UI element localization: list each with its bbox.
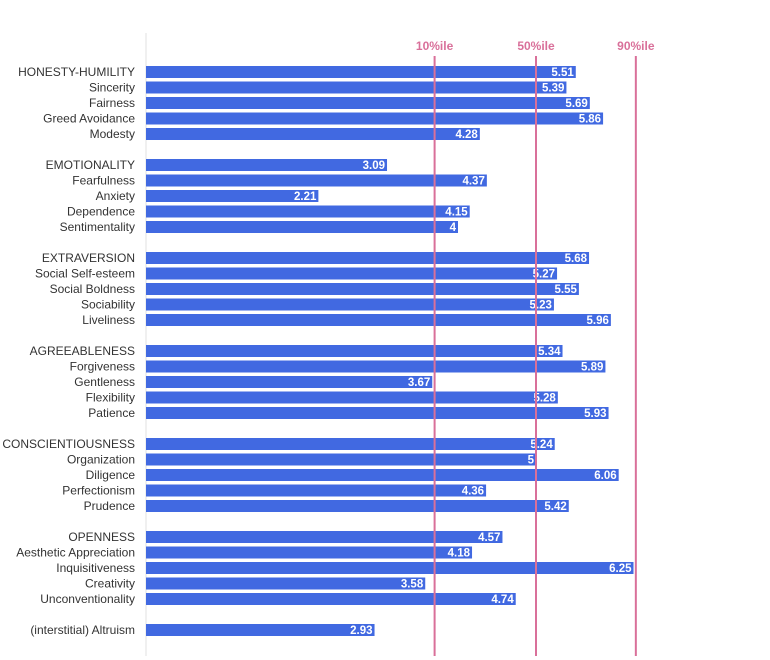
value-label: 6.06 xyxy=(594,470,616,482)
bar xyxy=(146,562,634,574)
category-label: Prudence xyxy=(84,499,136,513)
category-label: CONSCIENTIOUSNESS xyxy=(2,437,135,451)
value-label: 5.28 xyxy=(533,393,556,405)
category-label: Unconventionality xyxy=(40,592,135,606)
category-label: Fearfulness xyxy=(72,174,135,188)
value-label: 4.28 xyxy=(455,129,478,141)
bar xyxy=(146,267,558,280)
category-label: Aesthetic Appreciation xyxy=(16,546,135,560)
category-label: Social Boldness xyxy=(50,282,135,296)
value-label: 5.27 xyxy=(533,269,555,281)
value-label: 5.96 xyxy=(586,315,608,327)
percentile-label: 10%ile xyxy=(416,39,454,53)
value-label: 5.86 xyxy=(579,114,601,126)
category-label: Forgiveness xyxy=(70,360,135,374)
bar xyxy=(146,190,319,202)
category-label: Greed Avoidance xyxy=(43,112,135,126)
category-label: Inquisitiveness xyxy=(56,561,135,575)
bar xyxy=(146,593,516,605)
bar xyxy=(146,159,388,171)
category-label: Creativity xyxy=(85,577,135,591)
value-label: 5.34 xyxy=(538,346,561,358)
category-label: Sincerity xyxy=(89,81,135,95)
bar xyxy=(146,500,569,512)
category-label: EXTRAVERSION xyxy=(42,251,135,265)
bar xyxy=(146,484,487,497)
bar xyxy=(146,469,619,481)
category-label: Liveliness xyxy=(82,313,135,327)
value-label: 3.67 xyxy=(408,377,430,389)
bar xyxy=(146,546,473,559)
bar xyxy=(146,438,555,450)
category-label: OPENNESS xyxy=(68,530,135,544)
bar xyxy=(146,174,487,187)
category-label: Patience xyxy=(88,406,135,420)
value-label: 2.21 xyxy=(294,191,317,203)
bar xyxy=(146,407,609,419)
bar xyxy=(146,577,426,590)
bar xyxy=(146,81,567,94)
bar xyxy=(146,345,563,357)
value-label: 2.93 xyxy=(350,625,372,637)
category-label: (interstitial) Altruism xyxy=(30,623,135,637)
percentile-label: 50%ile xyxy=(517,39,555,53)
value-label: 5.93 xyxy=(584,408,606,420)
value-label: 4.36 xyxy=(462,486,484,498)
bar xyxy=(146,360,606,373)
category-label: EMOTIONALITY xyxy=(46,158,135,172)
category-label: Anxiety xyxy=(96,189,135,203)
value-label: 4.74 xyxy=(491,594,514,606)
category-label: Perfectionism xyxy=(62,484,135,498)
value-label: 5.69 xyxy=(565,98,587,110)
value-label: 4.15 xyxy=(445,207,468,219)
bar xyxy=(146,298,554,311)
value-label: 4.57 xyxy=(478,532,500,544)
bar xyxy=(146,252,590,264)
value-label: 5.89 xyxy=(581,362,603,374)
bar xyxy=(146,205,470,218)
category-label: Flexibility xyxy=(86,391,135,405)
value-label: 4.18 xyxy=(448,548,471,560)
value-label: 6.25 xyxy=(609,563,632,575)
bar xyxy=(146,624,375,636)
bar xyxy=(146,531,503,543)
category-label: Gentleness xyxy=(74,375,135,389)
value-label: 5.23 xyxy=(530,300,552,312)
value-label: 5.42 xyxy=(544,501,566,513)
bar xyxy=(146,314,611,326)
value-label: 5.68 xyxy=(565,253,588,265)
value-label: 5.24 xyxy=(530,439,553,451)
bar xyxy=(146,376,433,388)
value-label: 3.58 xyxy=(401,579,424,591)
value-label: 5 xyxy=(528,455,535,467)
category-label: Social Self-esteem xyxy=(35,267,135,281)
value-label: 5.51 xyxy=(551,67,574,79)
bar xyxy=(146,283,579,295)
value-label: 5.39 xyxy=(542,83,564,95)
bar xyxy=(146,221,458,233)
category-label: Modesty xyxy=(90,127,135,141)
bar xyxy=(146,112,604,125)
value-label: 3.09 xyxy=(363,160,385,172)
bar xyxy=(146,66,576,78)
category-label: Fairness xyxy=(89,96,135,110)
bar xyxy=(146,128,480,140)
category-label: Sociability xyxy=(81,298,135,312)
bar xyxy=(146,453,536,466)
category-label: Diligence xyxy=(86,468,136,482)
category-label: Dependence xyxy=(67,205,135,219)
bar xyxy=(146,97,590,109)
value-label: 5.55 xyxy=(555,284,578,296)
percentile-label: 90%ile xyxy=(617,39,655,53)
value-label: 4 xyxy=(450,222,457,234)
category-label: AGREEABLENESS xyxy=(30,344,135,358)
value-label: 4.37 xyxy=(462,176,484,188)
bar xyxy=(146,391,558,404)
category-label: Sentimentality xyxy=(60,220,135,234)
category-label: Organization xyxy=(67,453,135,467)
category-label: HONESTY-HUMILITY xyxy=(18,65,135,79)
